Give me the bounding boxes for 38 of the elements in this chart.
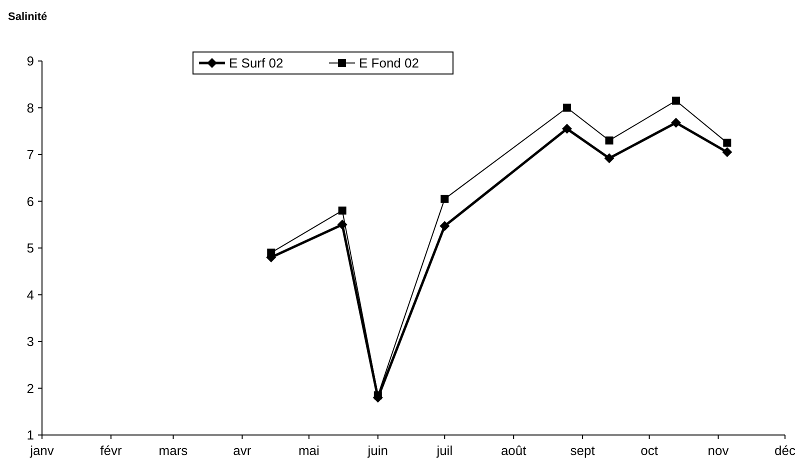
y-tick-label: 9 <box>26 54 34 69</box>
y-tick-label: 4 <box>26 287 34 302</box>
legend-label: E Fond 02 <box>359 56 419 71</box>
point <box>440 221 450 232</box>
x-tick-label: janv <box>29 443 54 458</box>
point <box>338 206 346 215</box>
y-tick-label: 1 <box>26 428 34 443</box>
point <box>374 391 382 400</box>
y-tick-label: 2 <box>26 380 34 396</box>
point <box>604 153 614 164</box>
legend-label: E Surf 02 <box>229 56 284 71</box>
x-tick-label: août <box>500 443 527 458</box>
x-tick-label: mai <box>298 443 320 458</box>
point <box>722 147 732 158</box>
y-tick-label: 3 <box>26 334 34 350</box>
point <box>672 96 680 105</box>
x-tick-label: nov <box>708 443 730 458</box>
x-tick-label: juin <box>366 443 388 458</box>
x-tick-label: déc <box>774 443 796 458</box>
point <box>723 138 732 147</box>
point <box>337 220 348 230</box>
x-tick-label: avr <box>233 443 252 458</box>
chart-title: Salinité <box>8 11 48 23</box>
point <box>267 248 276 257</box>
x-tick-label: oct <box>640 443 658 458</box>
point <box>440 194 449 203</box>
point <box>562 104 571 112</box>
point <box>670 118 681 128</box>
y-tick-label: 7 <box>26 147 34 162</box>
x-tick-label: févr <box>100 443 122 458</box>
point <box>562 124 572 134</box>
x-tick-label: juil <box>436 443 453 458</box>
y-tick-label: 5 <box>26 240 34 256</box>
y-tick-label: 8 <box>26 100 34 116</box>
x-tick-label: sept <box>570 443 596 458</box>
point <box>605 136 614 144</box>
x-tick-label: mars <box>158 443 188 458</box>
y-tick-label: 6 <box>26 194 34 209</box>
